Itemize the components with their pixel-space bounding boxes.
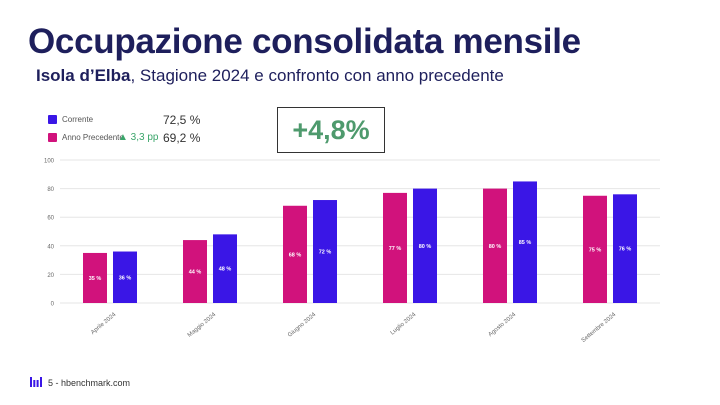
data-label: 35 % bbox=[89, 276, 102, 282]
data-label: 72 % bbox=[319, 250, 332, 256]
bar bbox=[513, 181, 537, 303]
data-label: 68 % bbox=[289, 252, 302, 258]
legend-label-current: Corrente bbox=[62, 115, 94, 124]
subtitle-description: , Stagione 2024 e confronto con anno pre… bbox=[130, 66, 504, 85]
bar bbox=[213, 234, 237, 303]
footer-text: 5 - hbenchmark.com bbox=[48, 378, 131, 388]
page-subtitle: Isola d’Elba, Stagione 2024 e confronto … bbox=[36, 66, 504, 86]
data-label: 80 % bbox=[489, 244, 502, 250]
legend-value-previous: 69,2 % bbox=[163, 131, 201, 145]
bar bbox=[83, 252, 107, 303]
y-tick-label: 20 bbox=[47, 273, 54, 279]
data-label: 75 % bbox=[589, 247, 602, 253]
x-tick-label: Aprile 2024 bbox=[90, 312, 118, 337]
y-tick-label: 80 bbox=[47, 187, 54, 193]
data-label: 36 % bbox=[119, 275, 132, 281]
data-label: 44 % bbox=[189, 270, 202, 276]
bar bbox=[383, 192, 407, 303]
y-tick-label: 60 bbox=[47, 216, 54, 222]
bar bbox=[183, 240, 207, 303]
y-tick-label: 40 bbox=[47, 244, 54, 250]
data-label: 80 % bbox=[419, 244, 432, 250]
x-tick-label: Giugno 2024 bbox=[287, 312, 318, 339]
legend-swatch-previous bbox=[48, 133, 57, 142]
legend-label-previous: Anno Precedente bbox=[62, 133, 124, 142]
x-tick-label: Luglio 2024 bbox=[390, 312, 418, 337]
bar bbox=[283, 205, 307, 303]
data-label: 48 % bbox=[219, 267, 232, 273]
bar-chart: 0 20 40 60 80 100 35 % 36 % Aprile 2024 44 % 48 % M… bbox=[44, 159, 660, 344]
page-title: Occupazione consolidata mensile bbox=[28, 22, 581, 61]
legend-swatch-current bbox=[48, 115, 57, 124]
data-label: 85 % bbox=[519, 240, 532, 246]
bar bbox=[583, 195, 607, 303]
bar bbox=[483, 188, 507, 303]
legend-value-current: 72,5 % bbox=[163, 113, 201, 127]
x-tick-label: Settembre 2024 bbox=[581, 312, 618, 344]
bar bbox=[313, 200, 337, 303]
bar bbox=[413, 188, 437, 303]
bar bbox=[113, 251, 137, 303]
y-tick-label: 0 bbox=[51, 302, 55, 308]
data-label: 76 % bbox=[619, 247, 632, 253]
legend-delta-previous: ▲ 3,3 pp bbox=[118, 132, 159, 143]
highlight-box: +4,8% bbox=[277, 107, 385, 153]
subtitle-location: Isola d’Elba bbox=[36, 66, 131, 85]
bar bbox=[613, 194, 637, 303]
y-tick-label: 100 bbox=[44, 159, 55, 165]
x-tick-label: Agosto 2024 bbox=[488, 312, 518, 339]
x-tick-label: Maggio 2024 bbox=[187, 312, 218, 339]
data-label: 77 % bbox=[389, 246, 402, 252]
hbenchmark-logo-icon bbox=[30, 377, 42, 387]
